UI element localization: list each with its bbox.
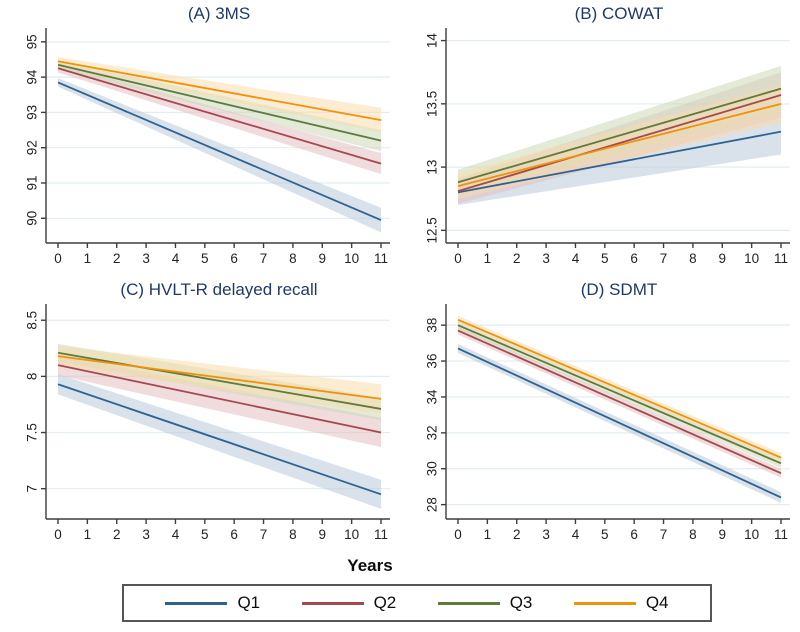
- chart-cowat: 12.5 13 13.5 14 0 1 2 3 4 5 6 7 8 9 10 11: [425, 28, 790, 266]
- panel-grid: (A) 3MS 90 91 92 93 94 95 0 1 2 3 4 5 6 7 8 9 10 11 (B) C…: [0, 2, 800, 554]
- svg-text:36: 36: [425, 354, 440, 369]
- legend-swatch-q3: [437, 601, 500, 605]
- legend-item-q1: Q1: [165, 593, 260, 613]
- svg-text:1: 1: [84, 251, 92, 266]
- svg-text:7.5: 7.5: [25, 423, 40, 442]
- svg-text:3: 3: [542, 251, 550, 266]
- chart-hvltr: 7 7.5 8 8.5 0 1 2 3 4 5 6 7 8 9 10 11: [25, 304, 390, 542]
- x-axis-title: Years: [347, 556, 393, 575]
- legend-label-q3: Q3: [509, 593, 533, 612]
- svg-text:1: 1: [84, 527, 92, 542]
- panel-sdmt: (D) SDMT 28 30 32 34 36 38 0 1 2 3 4 5 6 7 8 9 10 11: [400, 278, 800, 554]
- svg-text:14: 14: [425, 33, 440, 49]
- svg-text:9: 9: [319, 527, 327, 542]
- svg-text:1: 1: [484, 251, 492, 266]
- svg-text:8: 8: [289, 527, 297, 542]
- svg-text:5: 5: [201, 527, 209, 542]
- svg-text:95: 95: [25, 34, 40, 49]
- svg-text:7: 7: [260, 527, 268, 542]
- svg-text:2: 2: [113, 527, 121, 542]
- legend: Q1 Q2 Q3 Q4: [122, 584, 712, 622]
- svg-text:9: 9: [719, 527, 727, 542]
- svg-text:93: 93: [25, 105, 40, 120]
- svg-text:4: 4: [572, 527, 580, 542]
- chart-3ms: 90 91 92 93 94 95 0 1 2 3 4 5 6 7 8 9 10 11: [25, 28, 390, 266]
- svg-text:0: 0: [54, 251, 62, 266]
- svg-text:13: 13: [425, 160, 440, 175]
- svg-text:28: 28: [425, 497, 440, 512]
- svg-text:8.5: 8.5: [25, 311, 40, 330]
- svg-text:6: 6: [230, 251, 238, 266]
- svg-text:8: 8: [689, 527, 697, 542]
- svg-text:11: 11: [774, 251, 788, 266]
- svg-text:4: 4: [172, 251, 180, 266]
- legend-swatch-q2: [301, 601, 364, 605]
- svg-text:13.5: 13.5: [425, 91, 440, 117]
- legend-swatch-q4: [573, 601, 636, 605]
- svg-text:10: 10: [344, 527, 359, 542]
- svg-text:6: 6: [630, 527, 638, 542]
- svg-text:3: 3: [142, 527, 150, 542]
- svg-text:4: 4: [172, 527, 180, 542]
- svg-text:11: 11: [374, 251, 388, 266]
- svg-text:10: 10: [744, 527, 759, 542]
- svg-text:0: 0: [454, 251, 462, 266]
- svg-text:10: 10: [344, 251, 359, 266]
- panel-cowat: (B) COWAT 12.5 13 13.5 14 0 1 2 3 4 5 6 7 8 9 10 11: [400, 2, 800, 278]
- svg-text:0: 0: [54, 527, 62, 542]
- svg-text:94: 94: [25, 69, 40, 85]
- svg-text:7: 7: [660, 527, 668, 542]
- svg-text:7: 7: [260, 251, 268, 266]
- svg-text:8: 8: [25, 373, 40, 381]
- svg-text:6: 6: [630, 251, 638, 266]
- svg-text:10: 10: [744, 251, 759, 266]
- panel-3ms: (A) 3MS 90 91 92 93 94 95 0 1 2 3 4 5 6 7 8 9 10 11: [0, 2, 400, 278]
- legend-item-q3: Q3: [437, 593, 533, 613]
- svg-text:8: 8: [689, 251, 697, 266]
- svg-text:92: 92: [25, 140, 40, 155]
- svg-text:32: 32: [425, 425, 440, 440]
- panel-title-cowat: (B) COWAT: [574, 4, 664, 23]
- svg-text:5: 5: [201, 251, 209, 266]
- panel-hvltr: (C) HVLT-R delayed recall 7 7.5 8 8.5 0 1 2 3 4 5…: [0, 278, 400, 554]
- legend-item-q4: Q4: [573, 593, 669, 613]
- legend-swatch-q1: [165, 601, 228, 605]
- legend-label-q4: Q4: [645, 593, 669, 612]
- svg-text:4: 4: [572, 251, 580, 266]
- legend-label-q2: Q2: [373, 593, 397, 612]
- svg-text:5: 5: [601, 527, 609, 542]
- svg-text:38: 38: [425, 318, 440, 333]
- svg-text:2: 2: [513, 251, 521, 266]
- svg-text:11: 11: [374, 527, 388, 542]
- svg-text:11: 11: [774, 527, 788, 542]
- legend-item-q2: Q2: [301, 593, 397, 613]
- svg-text:3: 3: [142, 251, 150, 266]
- panel-title-3ms: (A) 3MS: [187, 4, 251, 23]
- panel-title-sdmt: (D) SDMT: [580, 280, 658, 299]
- svg-text:5: 5: [601, 251, 609, 266]
- legend-label-q1: Q1: [237, 593, 261, 612]
- svg-text:2: 2: [113, 251, 121, 266]
- svg-text:30: 30: [425, 461, 440, 476]
- svg-text:1: 1: [484, 527, 492, 542]
- svg-text:2: 2: [513, 527, 521, 542]
- svg-text:7: 7: [25, 485, 40, 493]
- svg-text:12.5: 12.5: [425, 217, 440, 243]
- svg-text:34: 34: [425, 389, 440, 405]
- panel-title-hvltr: (C) HVLT-R delayed recall: [120, 280, 318, 299]
- svg-text:91: 91: [25, 175, 40, 190]
- svg-text:9: 9: [319, 251, 327, 266]
- svg-text:6: 6: [230, 527, 238, 542]
- svg-text:90: 90: [25, 211, 40, 226]
- svg-text:0: 0: [454, 527, 462, 542]
- svg-text:7: 7: [660, 251, 668, 266]
- svg-text:9: 9: [719, 251, 727, 266]
- svg-text:3: 3: [542, 527, 550, 542]
- svg-text:8: 8: [289, 251, 297, 266]
